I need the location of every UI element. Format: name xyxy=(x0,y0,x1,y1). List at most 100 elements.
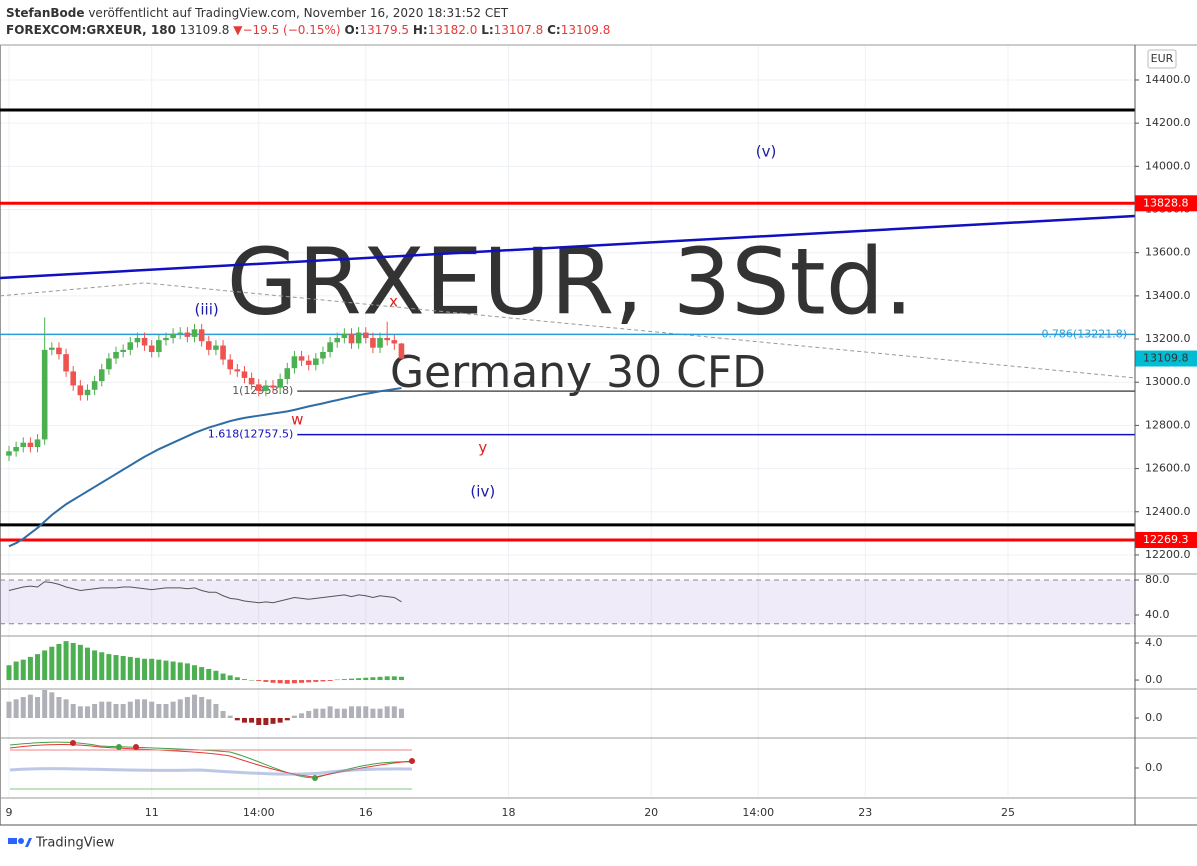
pane-bar xyxy=(134,699,140,718)
pane-bar xyxy=(256,717,262,725)
pane-bar xyxy=(227,675,233,681)
pane-bar xyxy=(177,662,183,681)
trendline xyxy=(0,214,1136,280)
pane-bar xyxy=(170,701,176,718)
pane-bar xyxy=(320,680,326,682)
pane-bar xyxy=(6,701,12,718)
pane-bar xyxy=(99,701,105,718)
x-tick-label: 14:00 xyxy=(742,806,774,819)
pane-bar xyxy=(384,676,390,681)
candle-body xyxy=(177,332,184,334)
wave-label: x xyxy=(389,292,398,310)
pane-bar xyxy=(249,680,255,681)
logo xyxy=(8,838,32,847)
pane-bar xyxy=(270,717,276,724)
y-tick-label: 13000.0 xyxy=(1145,375,1191,388)
pane-bar xyxy=(363,706,369,718)
pane4-dot xyxy=(133,744,139,750)
pane-bar xyxy=(234,677,240,681)
pane-bar xyxy=(149,658,155,681)
pane-tick-label: 40.0 xyxy=(1145,608,1170,621)
candle-body xyxy=(148,345,155,353)
candle-body xyxy=(241,371,248,378)
pane-tick-label: 0.0 xyxy=(1145,761,1163,774)
pane-bar xyxy=(156,703,162,718)
pane-bar xyxy=(192,694,198,718)
pane-bar xyxy=(77,706,83,718)
c-value: 13109.8 xyxy=(561,23,611,37)
pane-tick-label: 0.0 xyxy=(1145,711,1163,724)
candle-body xyxy=(341,333,348,338)
pane-bar xyxy=(227,715,233,718)
pane-bar xyxy=(70,643,76,681)
pane-bar xyxy=(363,677,369,681)
candle-body xyxy=(362,332,369,338)
plot: 9 11 14:00 16 18 20 14:00 23 25 12200.0 12400.0 126… xyxy=(0,73,1197,819)
candle-body xyxy=(255,384,262,391)
pane-bar xyxy=(177,699,183,718)
pane-bar xyxy=(184,696,190,718)
pane-bar xyxy=(77,644,83,681)
y-tick-label: 12400.0 xyxy=(1145,505,1191,518)
pane-bar xyxy=(20,696,26,718)
watermark-sub: Germany 30 CFD xyxy=(390,347,766,398)
published: veröffentlicht auf TradingView.com, Nove… xyxy=(88,6,508,20)
pane-bar xyxy=(142,658,148,681)
moving-average xyxy=(8,387,402,548)
pane-bar xyxy=(356,678,362,681)
candle-body xyxy=(277,378,283,388)
pane-bar xyxy=(163,660,169,681)
pane-bar xyxy=(313,708,319,718)
pane-bar xyxy=(299,680,305,683)
price-label: 13828.8 xyxy=(1143,196,1189,209)
candle-body xyxy=(41,349,48,440)
currency-box xyxy=(1147,49,1177,69)
candle-body xyxy=(84,389,91,396)
wave-label: (iii) xyxy=(195,300,219,318)
grid xyxy=(0,44,1197,825)
candle-body xyxy=(141,337,148,346)
candle-body xyxy=(384,337,390,341)
pane-bar xyxy=(63,699,69,718)
pane-line xyxy=(8,581,402,604)
candle-body xyxy=(163,337,169,341)
candle-body xyxy=(184,332,191,337)
pane-bar xyxy=(391,676,397,681)
candle-body xyxy=(91,381,98,390)
pane-tick-label: 0.0 xyxy=(1145,673,1163,686)
l-label: L: xyxy=(481,23,493,37)
pane-bar xyxy=(270,680,276,683)
pane4-dot xyxy=(116,744,122,750)
candle-body xyxy=(398,343,405,359)
candle-body xyxy=(98,369,105,382)
pane-bar xyxy=(27,656,33,681)
pane-bar xyxy=(327,706,333,718)
pane-bar xyxy=(84,647,90,681)
wave-label: (iv) xyxy=(470,482,495,500)
pane-bar xyxy=(370,677,376,681)
candle-body xyxy=(27,442,34,447)
pane4-dot xyxy=(409,758,415,764)
fib-label: 0.786(13221.8) xyxy=(1041,327,1127,340)
pane-bar xyxy=(241,679,247,681)
pane-bar xyxy=(199,696,205,718)
x-tick-label: 20 xyxy=(644,806,658,819)
c-label: C: xyxy=(547,23,561,37)
pane4-band xyxy=(9,767,413,776)
pane-bar xyxy=(334,679,340,681)
pane-bar xyxy=(106,654,112,681)
candle-body xyxy=(106,358,112,370)
current-price-box xyxy=(1135,350,1197,367)
pane-bar xyxy=(163,703,169,718)
currency: EUR xyxy=(1151,52,1174,65)
pane-bar xyxy=(206,699,212,718)
pane-bar xyxy=(199,667,205,681)
h-value: 13182.0 xyxy=(428,23,478,37)
pane-bar xyxy=(220,673,226,681)
pane-bar xyxy=(42,650,48,681)
y-tick-label: 14000.0 xyxy=(1145,159,1191,172)
pane-bar xyxy=(327,680,333,681)
y-tick-label: 12800.0 xyxy=(1145,418,1191,431)
pane-bar xyxy=(398,676,404,681)
